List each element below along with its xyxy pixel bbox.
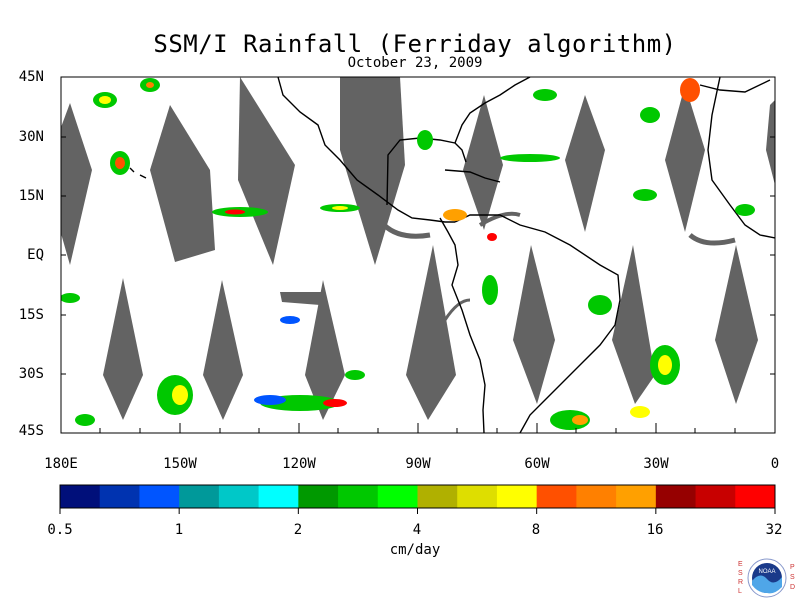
colorbar-swatch bbox=[655, 485, 697, 508]
rainfall-clusters bbox=[61, 78, 755, 430]
svg-text:P: P bbox=[790, 564, 795, 571]
colorbar-label: 16 bbox=[646, 522, 664, 538]
colorbar-swatch bbox=[457, 485, 498, 508]
logo-text: NOAA bbox=[758, 569, 775, 575]
lon-label-180e: 180E bbox=[44, 456, 78, 472]
colorbar-swatch bbox=[99, 485, 140, 508]
colorbar-label: 32 bbox=[765, 522, 783, 538]
lat-label-45s: 45S bbox=[18, 423, 44, 439]
colorbar-swatch bbox=[576, 485, 617, 508]
colorbar-swatch bbox=[60, 485, 101, 508]
lon-label-90w: 90W bbox=[405, 456, 431, 472]
lat-label-eq: EQ bbox=[27, 247, 44, 263]
map-title: SSM/I Rainfall (Ferriday algorithm) bbox=[153, 30, 677, 58]
colorbar-label: 2 bbox=[293, 522, 303, 538]
satellite-swath-gaps bbox=[61, 77, 775, 420]
lat-label-45n: 45N bbox=[18, 69, 44, 85]
colorbar-swatch bbox=[218, 485, 260, 508]
axis-ticks bbox=[60, 76, 776, 434]
map-date: October 23, 2009 bbox=[347, 55, 483, 71]
svg-text:E: E bbox=[738, 561, 743, 568]
lon-label-150w: 150W bbox=[163, 456, 197, 472]
psd-letters: PSD bbox=[790, 564, 795, 591]
svg-text:S: S bbox=[738, 570, 743, 577]
colorbar bbox=[59, 484, 776, 514]
colorbar-unit: cm/day bbox=[389, 542, 441, 558]
colorbar-swatch bbox=[695, 485, 736, 508]
lat-label-30n: 30N bbox=[18, 129, 44, 145]
colorbar-swatch bbox=[417, 485, 458, 508]
colorbar-swatch bbox=[258, 485, 299, 508]
svg-text:D: D bbox=[790, 584, 795, 591]
lon-label-0: 0 bbox=[770, 456, 780, 472]
lat-label-15s: 15S bbox=[18, 307, 44, 323]
map-plot-area bbox=[61, 77, 775, 433]
lon-label-120w: 120W bbox=[282, 456, 316, 472]
lon-label-60w: 60W bbox=[524, 456, 550, 472]
coastlines bbox=[129, 77, 775, 433]
colorbar-label: 1 bbox=[174, 522, 184, 538]
colorbar-swatch bbox=[179, 485, 220, 508]
colorbar-swatch bbox=[536, 485, 577, 508]
colorbar-swatch bbox=[496, 485, 538, 508]
rain-cluster bbox=[61, 78, 755, 430]
colorbar-swatch bbox=[377, 485, 418, 508]
lat-label-15n: 15N bbox=[18, 188, 44, 204]
lat-label-30s: 30S bbox=[18, 366, 44, 382]
lon-label-30w: 30W bbox=[643, 456, 669, 472]
colorbar-label: 4 bbox=[412, 522, 422, 538]
svg-text:R: R bbox=[738, 579, 743, 586]
colorbar-label: 8 bbox=[531, 522, 541, 538]
svg-text:L: L bbox=[738, 588, 742, 595]
svg-text:S: S bbox=[790, 574, 795, 581]
colorbar-swatch bbox=[139, 485, 180, 508]
colorbar-swatch bbox=[616, 485, 657, 508]
colorbar-swatch bbox=[735, 485, 776, 508]
colorbar-label: 0.5 bbox=[47, 522, 73, 538]
colorbar-swatch bbox=[298, 485, 339, 508]
colorbar-swatch bbox=[338, 485, 379, 508]
